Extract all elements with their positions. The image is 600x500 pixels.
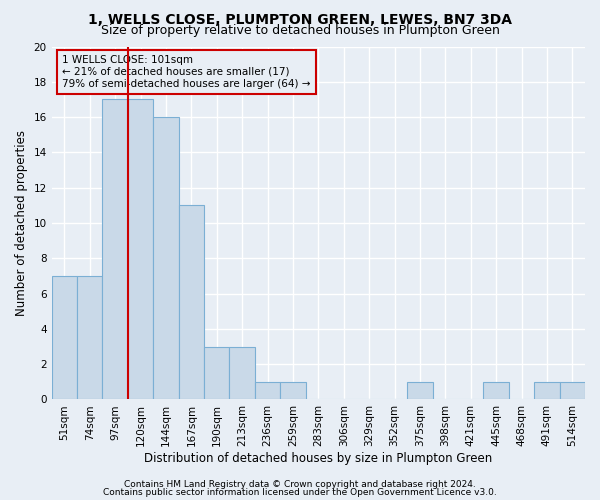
Bar	[407, 382, 433, 400]
Text: Contains public sector information licensed under the Open Government Licence v3: Contains public sector information licen…	[103, 488, 497, 497]
Text: 1 WELLS CLOSE: 101sqm
← 21% of detached houses are smaller (17)
79% of semi-deta: 1 WELLS CLOSE: 101sqm ← 21% of detached …	[62, 56, 311, 88]
Bar	[77, 276, 103, 400]
Bar	[52, 276, 77, 400]
Text: Contains HM Land Registry data © Crown copyright and database right 2024.: Contains HM Land Registry data © Crown c…	[124, 480, 476, 489]
Bar	[204, 346, 229, 400]
Bar	[280, 382, 305, 400]
Bar	[103, 100, 128, 400]
Bar	[128, 100, 153, 400]
Text: 1, WELLS CLOSE, PLUMPTON GREEN, LEWES, BN7 3DA: 1, WELLS CLOSE, PLUMPTON GREEN, LEWES, B…	[88, 12, 512, 26]
Bar	[484, 382, 509, 400]
Bar	[255, 382, 280, 400]
Bar	[179, 206, 204, 400]
Bar	[534, 382, 560, 400]
Y-axis label: Number of detached properties: Number of detached properties	[15, 130, 28, 316]
Text: Size of property relative to detached houses in Plumpton Green: Size of property relative to detached ho…	[101, 24, 499, 37]
Bar	[560, 382, 585, 400]
Bar	[153, 117, 179, 400]
Bar	[229, 346, 255, 400]
X-axis label: Distribution of detached houses by size in Plumpton Green: Distribution of detached houses by size …	[144, 452, 493, 465]
